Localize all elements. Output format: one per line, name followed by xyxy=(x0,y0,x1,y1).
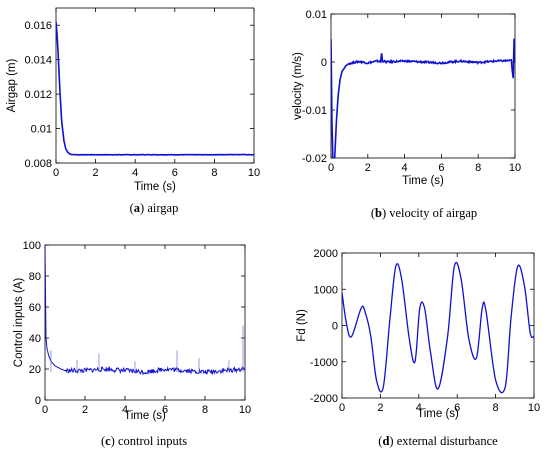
x-tick-label: 8 xyxy=(493,402,499,414)
series-line xyxy=(331,38,515,158)
plot-frame xyxy=(330,13,516,159)
panel-caption: (c) control inputs xyxy=(101,434,187,448)
y-axis-label: velocity (m/s) xyxy=(292,52,304,120)
caption-letter: b xyxy=(375,206,382,220)
x-tick-label: 0 xyxy=(42,404,48,416)
series-line xyxy=(342,261,534,394)
x-axis-label: Time (s) xyxy=(402,175,444,187)
series-line xyxy=(45,245,245,376)
caption-letter: c xyxy=(105,434,111,448)
caption-letter: a xyxy=(134,201,141,215)
panel-caption: (b) velocity of airgap xyxy=(371,206,477,220)
y-tick-label: 0 xyxy=(35,395,41,407)
caption-open: ( xyxy=(101,434,105,448)
x-tick-label: 8 xyxy=(475,162,481,174)
chart-panel-b: 0 2 4 6 8 10 -0.02 -0.01 0 0.01 Time (s) velocity (… xyxy=(292,9,521,220)
caption-text: external disturbance xyxy=(394,434,499,448)
y-tick-label: 0.016 xyxy=(24,20,52,32)
x-tick-label: 2 xyxy=(82,404,88,416)
x-tick-label: 4 xyxy=(402,162,408,174)
y-tick-label: 2000 xyxy=(314,248,338,260)
x-tick-label: 8 xyxy=(202,404,208,416)
caption-close: ) xyxy=(382,206,386,220)
x-tick-label: 10 xyxy=(239,404,251,416)
caption-open: ( xyxy=(378,434,382,448)
y-tick-label: 0.012 xyxy=(24,89,52,101)
y-tick-label: -1000 xyxy=(310,357,338,369)
x-tick-label: 2 xyxy=(93,167,99,179)
y-tick-label: 0 xyxy=(332,321,338,333)
y-tick-label: 1000 xyxy=(314,284,338,296)
y-tick-label: 0.01 xyxy=(306,9,327,21)
caption-open: ( xyxy=(371,206,375,220)
caption-close: ) xyxy=(140,201,144,215)
x-tick-label: 4 xyxy=(416,402,422,414)
caption-text: control inputs xyxy=(115,434,187,448)
caption-text: velocity of airgap xyxy=(386,206,477,220)
x-tick-label: 6 xyxy=(172,167,178,179)
y-tick-label: -0.01 xyxy=(302,105,327,117)
x-tick-label: 8 xyxy=(211,167,217,179)
caption-close: ) xyxy=(389,434,393,448)
chart-panel-a: 0 2 4 6 8 10 0.008 0.01 0.012 0.014 0.016 Time (s) A… xyxy=(6,7,260,215)
x-tick-label: 0 xyxy=(53,167,59,179)
chart-panel-d: 0 2 4 6 8 10 -2000 -1000 0 1000 2000 Time (s) Fd (N)… xyxy=(296,248,540,448)
y-axis-label: Airgap (m) xyxy=(6,58,18,112)
x-axis-label: Time (s) xyxy=(124,410,166,422)
x-tick-label: 10 xyxy=(509,162,521,174)
y-tick-label: 40 xyxy=(29,333,41,345)
panel-caption: (d) external disturbance xyxy=(378,434,498,448)
caption-close: ) xyxy=(111,434,115,448)
y-tick-label: -2000 xyxy=(310,393,338,405)
y-tick-label: 60 xyxy=(29,302,41,314)
x-tick-label: 6 xyxy=(162,404,168,416)
plot-frame xyxy=(341,252,535,399)
plot-frame xyxy=(44,244,246,401)
plot-frame xyxy=(55,7,255,164)
y-tick-label: 0.014 xyxy=(24,55,52,67)
x-axis-label: Time (s) xyxy=(417,408,459,420)
x-tick-label: 4 xyxy=(122,404,128,416)
panel-caption: (a) airgap xyxy=(130,201,179,215)
x-tick-label: 0 xyxy=(328,162,334,174)
y-tick-label: 100 xyxy=(23,240,41,252)
caption-open: ( xyxy=(130,201,134,215)
x-tick-label: 6 xyxy=(454,402,460,414)
y-axis-label: Control inputs (A) xyxy=(13,278,25,368)
caption-letter: d xyxy=(382,434,389,448)
x-tick-label: 4 xyxy=(132,167,138,179)
x-tick-label: 10 xyxy=(528,402,540,414)
y-tick-label: 0 xyxy=(321,57,327,69)
x-tick-label: 6 xyxy=(438,162,444,174)
x-tick-label: 0 xyxy=(339,402,345,414)
y-tick-label: 80 xyxy=(29,271,41,283)
y-tick-label: 20 xyxy=(29,364,41,376)
y-axis-label: Fd (N) xyxy=(296,309,308,342)
x-axis-label: Time (s) xyxy=(134,181,176,193)
y-tick-label: -0.02 xyxy=(302,153,327,165)
series-line xyxy=(56,21,254,156)
x-tick-label: 10 xyxy=(248,167,260,179)
y-tick-label: 0.008 xyxy=(24,158,52,170)
y-tick-label: 0.01 xyxy=(31,124,52,136)
x-tick-label: 2 xyxy=(365,162,371,174)
x-tick-label: 2 xyxy=(377,402,383,414)
caption-text: airgap xyxy=(144,201,178,215)
